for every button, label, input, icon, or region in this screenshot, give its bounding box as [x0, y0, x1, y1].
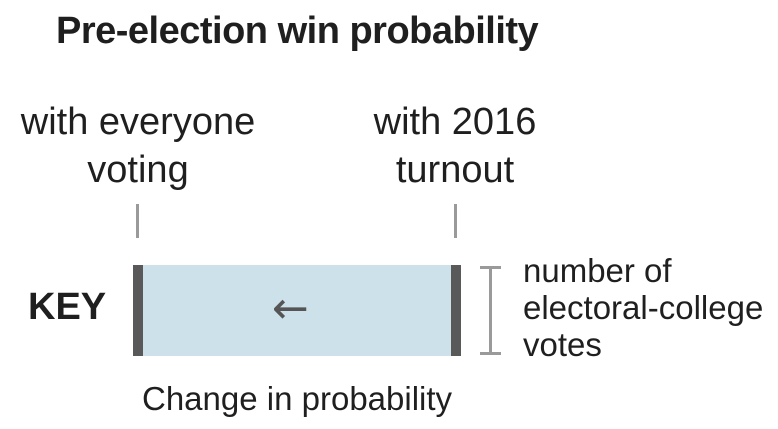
- label-left-line2: voting: [87, 149, 189, 191]
- bar-edge-right: [451, 265, 461, 356]
- height-bracket-vertical: [489, 267, 492, 355]
- label-with-everyone-voting: with everyone voting: [0, 98, 276, 194]
- caption-change-in-probability: Change in probability: [142, 380, 453, 417]
- label-left-line1: with everyone: [20, 101, 256, 143]
- label-with-2016-turnout: with 2016 turnout: [335, 98, 575, 194]
- side-label-line1: number of: [523, 252, 672, 289]
- probability-change-bar: [133, 265, 461, 356]
- tick-right: [454, 204, 457, 238]
- diagram-title: Pre-election win probability: [56, 10, 539, 52]
- side-label-line2: electoral-college: [523, 289, 764, 326]
- side-label-line3: votes: [523, 326, 602, 363]
- arrow-left-icon: ←: [272, 283, 309, 334]
- electoral-votes-label: number of electoral-college votes: [523, 252, 763, 363]
- label-right-line1: with 2016: [373, 101, 537, 143]
- bar-edge-left: [133, 265, 143, 356]
- key-label: KEY: [28, 286, 107, 328]
- height-bracket-top: [480, 266, 501, 269]
- label-right-line2: turnout: [395, 149, 515, 191]
- tick-left: [136, 204, 139, 238]
- height-bracket-bottom: [480, 352, 501, 355]
